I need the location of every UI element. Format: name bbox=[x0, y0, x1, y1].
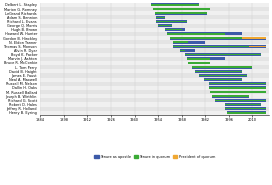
Bar bbox=[173, 46, 266, 47]
Bar bbox=[155, 12, 207, 14]
Bar bbox=[166, 33, 225, 35]
Bar bbox=[227, 111, 266, 114]
Bar bbox=[153, 8, 210, 11]
Bar bbox=[225, 103, 261, 106]
Bar bbox=[170, 37, 242, 39]
Bar bbox=[173, 41, 188, 43]
Bar bbox=[40, 90, 269, 94]
Bar bbox=[40, 19, 269, 23]
Bar bbox=[158, 25, 172, 26]
Bar bbox=[40, 65, 269, 69]
Bar bbox=[158, 24, 172, 27]
Bar bbox=[153, 8, 210, 10]
Bar bbox=[212, 95, 249, 98]
Bar bbox=[187, 58, 210, 60]
Bar bbox=[170, 37, 266, 40]
Bar bbox=[166, 32, 242, 35]
Bar bbox=[195, 70, 242, 72]
Bar bbox=[40, 82, 269, 86]
Bar bbox=[40, 86, 269, 90]
Bar bbox=[156, 16, 165, 19]
Bar bbox=[210, 91, 266, 93]
Bar bbox=[173, 41, 205, 44]
Bar bbox=[188, 62, 210, 64]
Bar bbox=[192, 66, 252, 69]
Bar bbox=[173, 45, 266, 48]
Bar bbox=[40, 28, 269, 32]
Bar bbox=[209, 83, 266, 85]
Bar bbox=[156, 21, 187, 22]
Bar bbox=[215, 100, 266, 101]
Bar bbox=[209, 87, 266, 89]
Bar bbox=[40, 78, 269, 82]
Bar bbox=[40, 32, 269, 36]
Bar bbox=[210, 91, 266, 93]
Bar bbox=[199, 75, 247, 76]
Bar bbox=[40, 57, 269, 61]
Bar bbox=[225, 107, 266, 110]
Bar bbox=[40, 7, 269, 11]
Bar bbox=[40, 44, 269, 48]
Bar bbox=[227, 112, 266, 114]
Bar bbox=[40, 111, 269, 115]
Bar bbox=[212, 95, 249, 97]
Bar bbox=[40, 40, 269, 44]
Bar bbox=[209, 82, 266, 85]
Bar bbox=[40, 11, 269, 15]
Bar bbox=[40, 53, 269, 57]
Bar bbox=[249, 46, 266, 47]
Bar bbox=[187, 57, 225, 60]
Bar bbox=[156, 17, 165, 18]
Bar bbox=[40, 61, 269, 65]
Bar bbox=[40, 98, 269, 102]
Bar bbox=[40, 102, 269, 107]
Bar bbox=[40, 69, 269, 73]
Bar bbox=[151, 3, 199, 6]
Bar bbox=[165, 28, 185, 31]
Bar bbox=[199, 74, 247, 77]
Bar bbox=[225, 108, 266, 109]
Bar bbox=[151, 4, 199, 6]
Bar bbox=[185, 54, 261, 55]
Bar bbox=[40, 73, 269, 78]
Bar bbox=[180, 50, 185, 51]
Bar bbox=[225, 104, 261, 105]
Bar bbox=[40, 15, 269, 19]
Bar bbox=[156, 20, 187, 23]
Bar bbox=[40, 107, 269, 111]
Bar bbox=[195, 70, 242, 73]
Bar bbox=[180, 49, 195, 52]
Bar bbox=[209, 86, 266, 89]
Bar bbox=[40, 36, 269, 40]
Bar bbox=[155, 12, 207, 15]
Bar bbox=[165, 29, 182, 31]
Bar bbox=[40, 94, 269, 98]
Legend: Tenure as apostle, Tenure in quorum, President of quorum: Tenure as apostle, Tenure in quorum, Pre… bbox=[93, 153, 217, 160]
Bar bbox=[40, 48, 269, 53]
Bar bbox=[188, 62, 210, 64]
Bar bbox=[242, 37, 266, 39]
Bar bbox=[192, 66, 252, 68]
Bar bbox=[40, 3, 269, 7]
Bar bbox=[203, 78, 242, 81]
Bar bbox=[203, 79, 242, 80]
Bar bbox=[185, 53, 261, 56]
Bar bbox=[215, 99, 266, 102]
Bar bbox=[40, 23, 269, 28]
